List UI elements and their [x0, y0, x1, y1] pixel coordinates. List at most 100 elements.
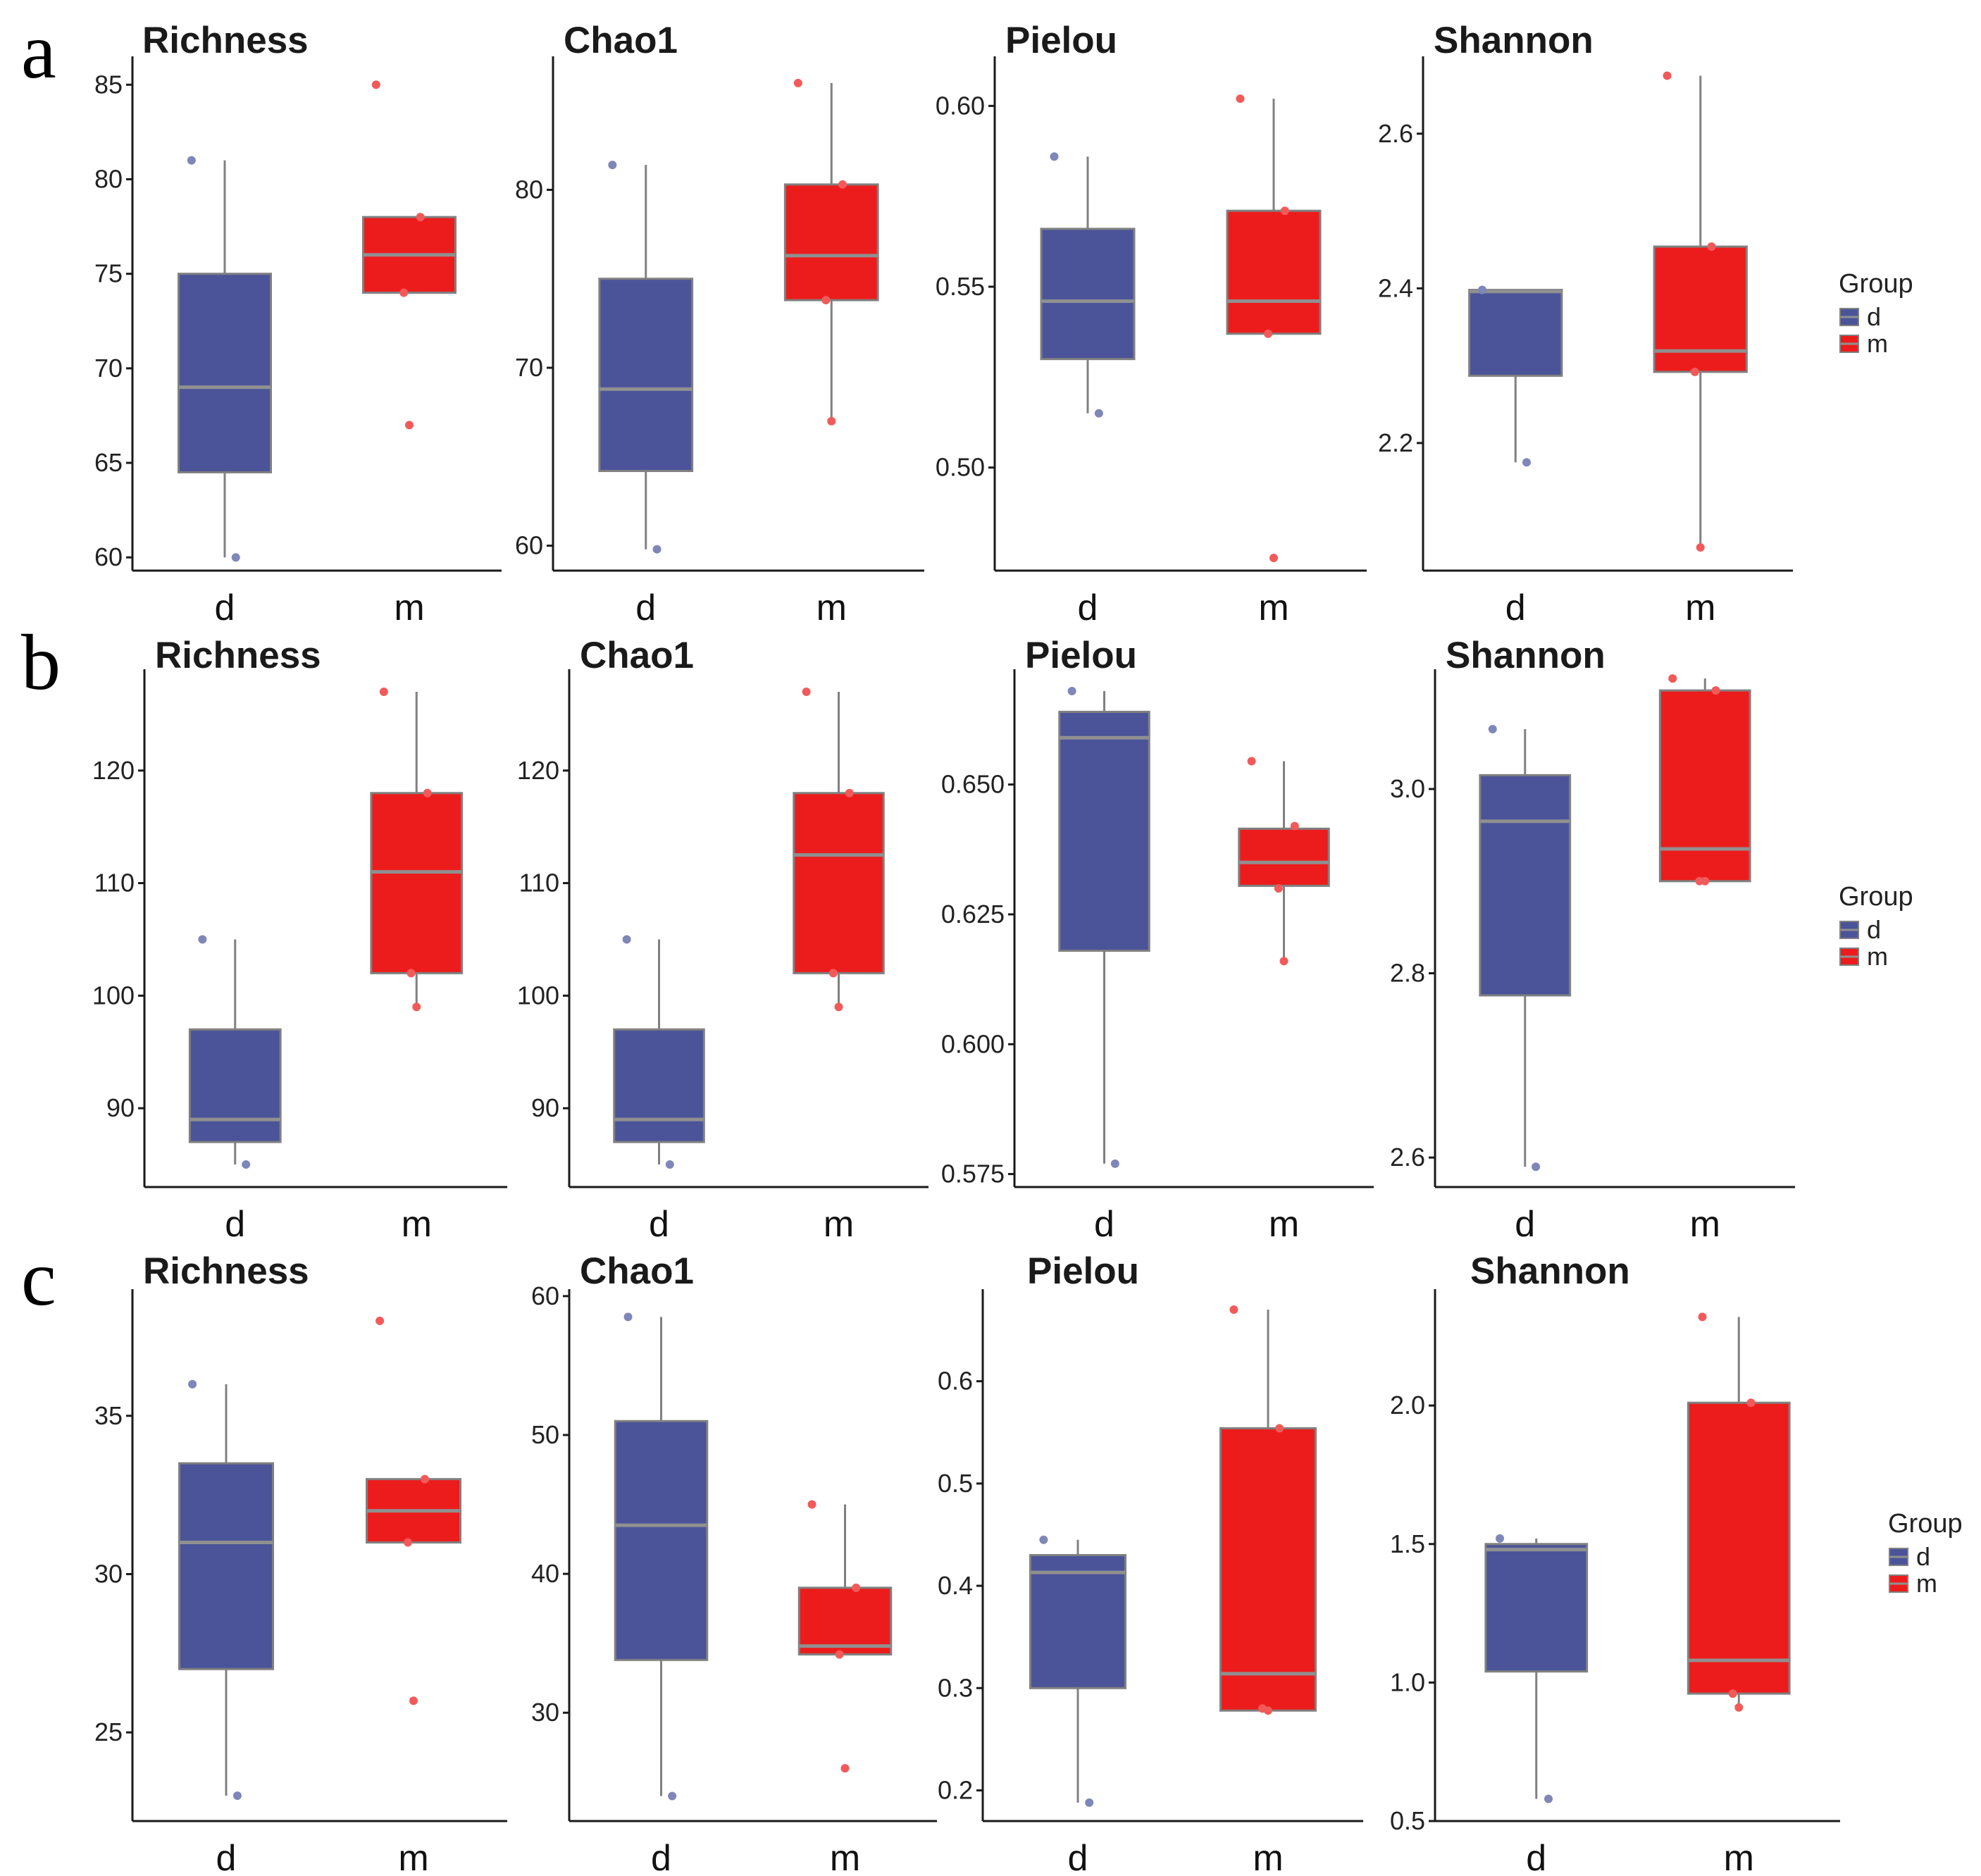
x-category-label: m: [824, 1204, 854, 1245]
data-point: [668, 1791, 677, 1801]
row-label-c: c: [21, 1235, 56, 1322]
data-point: [1707, 242, 1716, 251]
data-point: [409, 1696, 418, 1706]
y-tick-label: 2.6: [1390, 1143, 1425, 1172]
data-point: [198, 935, 207, 944]
data-point: [1734, 1703, 1744, 1712]
data-point: [821, 296, 831, 305]
panel-title: Pielou: [1005, 20, 1117, 61]
x-category-label: m: [398, 1838, 428, 1876]
legend-title: Group: [1888, 1509, 1963, 1539]
box-d: [1058, 686, 1150, 1168]
data-point: [1229, 1305, 1238, 1315]
legend-c: Group dm: [1888, 1509, 1963, 1598]
data-point: [1236, 94, 1245, 104]
y-tick-label: 80: [515, 175, 543, 204]
y-tick-label: 0.4: [938, 1571, 973, 1600]
box-m: [1219, 1305, 1317, 1715]
y-tick-label: 120: [92, 756, 135, 785]
data-point: [371, 80, 380, 89]
panel-c-pielou: Pielou 0.2 0.3 0.4 0.5 0.6 d m: [938, 1250, 1363, 1876]
data-point: [608, 161, 617, 170]
panel-title: Richness: [143, 1250, 309, 1292]
data-point: [1085, 1798, 1094, 1807]
y-tick-label: 100: [92, 981, 135, 1010]
y-tick-label: 40: [531, 1559, 559, 1588]
box-d: [598, 161, 694, 554]
y-tick-label: 1.0: [1390, 1667, 1425, 1696]
box-m: [1687, 1312, 1791, 1712]
box-m: [1658, 674, 1751, 886]
legend-title: Group: [1839, 269, 1913, 299]
data-point: [375, 1316, 385, 1325]
panel-a-pielou: Pielou 0.50 0.55 0.60 d m: [936, 20, 1367, 628]
box-m: [1653, 71, 1748, 552]
data-point: [1544, 1794, 1553, 1803]
panel-title: Richness: [155, 635, 321, 676]
y-tick-label: 0.650: [941, 770, 1005, 799]
data-point: [1701, 876, 1710, 886]
box-rect: [783, 183, 879, 302]
panel-c-richness: Richness 25 30 35 d m: [94, 1250, 507, 1876]
y-tick-label: 0.5: [938, 1469, 973, 1498]
y-tick-label: 70: [94, 354, 123, 383]
box-rect: [598, 278, 694, 473]
data-point: [188, 1379, 197, 1389]
data-point: [231, 553, 240, 562]
box-rect: [1029, 1554, 1126, 1689]
box-rect: [1479, 774, 1572, 997]
data-point: [840, 1764, 850, 1773]
data-point: [1050, 152, 1059, 161]
data-point: [1532, 1162, 1541, 1172]
data-point: [1275, 1424, 1284, 1433]
x-category-label: d: [1068, 1838, 1088, 1876]
data-point: [187, 156, 196, 165]
y-tick-label: 30: [531, 1698, 559, 1727]
data-point: [423, 788, 432, 797]
data-point: [412, 1002, 421, 1012]
data-point: [1094, 409, 1103, 418]
y-tick-label: 25: [94, 1717, 123, 1746]
data-point: [1496, 1534, 1504, 1543]
legend-a: Group dm: [1839, 269, 1913, 358]
box-rect: [370, 792, 464, 974]
y-tick-label: 0.2: [938, 1775, 973, 1804]
data-point: [838, 180, 847, 189]
box-rect: [188, 1028, 282, 1143]
data-point: [1269, 554, 1278, 563]
y-tick-label: 35: [94, 1401, 123, 1430]
panel-b-chao1: Chao1 90 100 110 120 d m: [517, 635, 929, 1245]
box-m: [1226, 94, 1322, 563]
legend-label-m: m: [1867, 329, 1888, 358]
data-point: [232, 1791, 242, 1801]
data-point: [845, 788, 854, 797]
x-category-label: m: [402, 1204, 432, 1245]
box-rect: [1058, 710, 1150, 952]
box-rect: [1040, 228, 1136, 361]
box-d: [1468, 285, 1563, 467]
panel-c-shannon: Shannon 0.5 1.0 1.5 2.0 d m: [1390, 1250, 1840, 1876]
data-point: [1279, 957, 1288, 966]
legend-title: Group: [1839, 882, 1913, 912]
box-rect: [1653, 245, 1748, 373]
box-rect: [797, 1586, 893, 1656]
box-d: [178, 1379, 274, 1801]
y-tick-label: 0.60: [936, 91, 985, 120]
y-tick-label: 0.6: [938, 1367, 973, 1396]
data-point: [1690, 367, 1699, 376]
data-point: [379, 687, 388, 696]
x-category-label: m: [1724, 1838, 1754, 1876]
panel-c-chao1: Chao1 30 40 50 60 d m: [531, 1250, 937, 1876]
x-category-label: m: [816, 588, 847, 628]
legend-label-d: d: [1867, 302, 1881, 331]
x-category-label: m: [830, 1838, 860, 1876]
panel-title: Shannon: [1470, 1250, 1630, 1292]
box-rect: [1687, 1401, 1791, 1695]
box-d: [1479, 725, 1572, 1172]
box-d: [1040, 152, 1136, 418]
box-d: [1484, 1534, 1589, 1803]
data-point: [1110, 1159, 1119, 1168]
x-category-label: d: [1515, 1204, 1535, 1245]
